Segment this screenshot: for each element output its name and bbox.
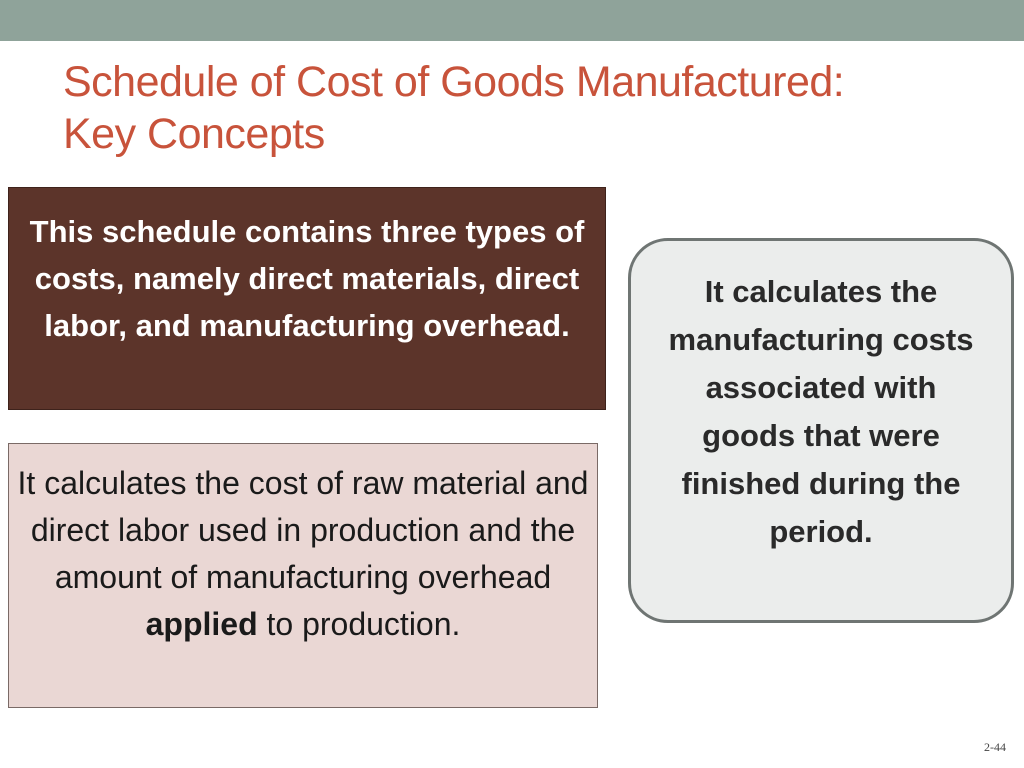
- raw-material-labor-text-end: to production.: [257, 606, 461, 642]
- raw-material-labor-text: It calculates the cost of raw material a…: [17, 465, 589, 595]
- finished-goods-costs-box: It calculates the manufacturing costs as…: [628, 238, 1014, 623]
- raw-material-labor-box: It calculates the cost of raw material a…: [8, 443, 598, 708]
- applied-emphasis: applied: [145, 606, 258, 642]
- page-number: 2-44: [984, 740, 1006, 754]
- slide-title-line-1: Schedule of Cost of Goods Manufactured:: [63, 58, 845, 106]
- three-cost-types-box: This schedule contains three types of co…: [8, 187, 606, 410]
- finished-goods-costs-text: It calculates the manufacturing costs as…: [668, 274, 974, 549]
- top-bar: [0, 0, 1024, 41]
- three-cost-types-text: This schedule contains three types of co…: [29, 214, 585, 343]
- slide-title: Schedule of Cost of Goods Manufactured: …: [63, 56, 1003, 160]
- slide-title-line-2: Key Concepts: [63, 110, 325, 158]
